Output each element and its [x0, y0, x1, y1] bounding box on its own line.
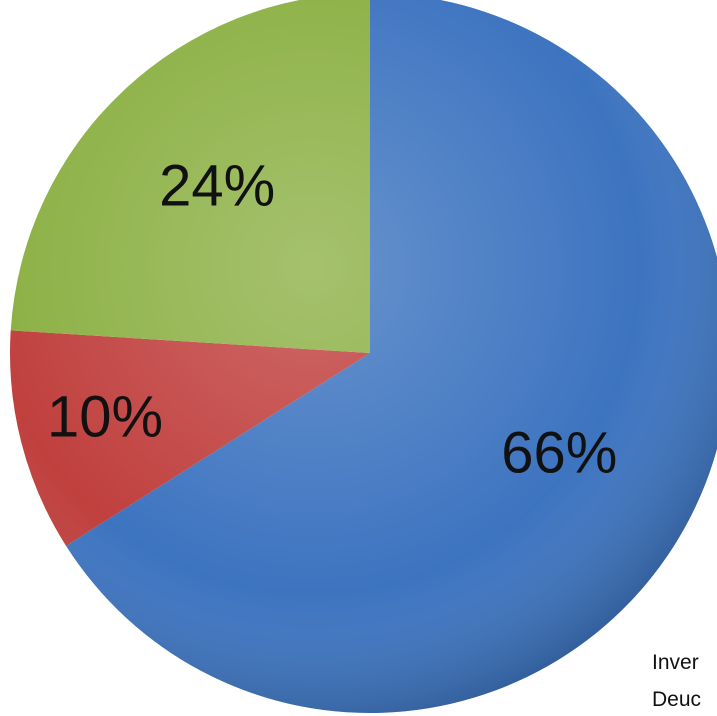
legend-entry-1: Inver	[652, 651, 699, 674]
pie-shading	[10, 0, 717, 713]
legend-entry-2: Deuc	[652, 688, 702, 711]
slice-label-2: 10%	[47, 384, 163, 449]
slice-label-3: 24%	[159, 154, 275, 219]
slice-label-1: 66%	[501, 420, 617, 485]
